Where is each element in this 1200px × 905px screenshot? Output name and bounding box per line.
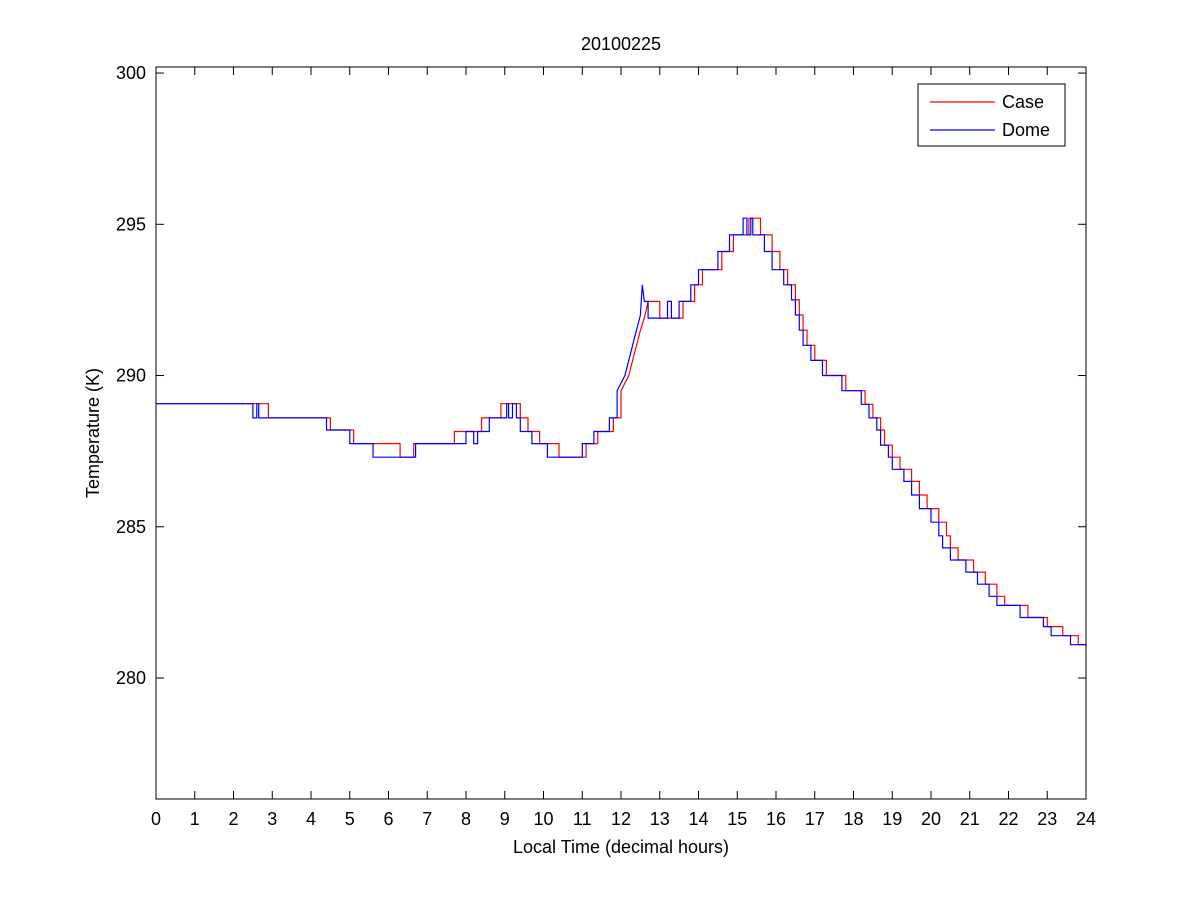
x-tick-label: 15 [727,809,747,829]
x-tick-label: 14 [688,809,708,829]
legend-box [917,83,1066,147]
legend-label-case: Case [1002,92,1044,112]
x-tick-label: 6 [383,809,393,829]
x-tick-label: 1 [190,809,200,829]
x-tick-label: 16 [766,809,786,829]
x-tick-label: 3 [267,809,277,829]
y-tick-label: 300 [116,63,146,83]
y-tick-label: 285 [116,517,146,537]
x-tick-label: 0 [151,809,161,829]
x-tick-label: 4 [306,809,316,829]
y-tick-label: 295 [116,214,146,234]
plot-area: 0 1 2 3 4 5 6 7 8 9 10 11 12 13 14 15 16 17 18 19 20 21 22 23 24… [116,63,1096,829]
x-axis-label: Local Time (decimal hours) [513,837,729,857]
legend-label-dome: Dome [1002,120,1050,140]
y-tick-label: 290 [116,366,146,386]
x-tick-label: 19 [882,809,902,829]
x-tick-label: 8 [461,809,471,829]
x-tick-label: 20 [921,809,941,829]
x-tick-label: 11 [573,809,592,829]
x-tick-label: 10 [533,809,553,829]
chart-title: 20100225 [581,34,661,54]
x-tick-label: 22 [998,809,1018,829]
legend: Case Dome [917,83,1066,147]
x-tick-label: 5 [345,809,355,829]
x-tick-label: 9 [500,809,510,829]
x-tick-label: 23 [1037,809,1057,829]
x-tick-label: 7 [422,809,432,829]
x-tick-label: 12 [611,809,631,829]
series-line-dome [156,217,1086,646]
x-tick-label: 18 [843,809,863,829]
x-tick-label: 24 [1076,809,1096,829]
x-tick-label: 2 [228,809,238,829]
y-tick-label: 280 [116,668,146,688]
y-axis-label: Temperature (K) [83,368,103,498]
x-tick-label: 21 [960,809,980,829]
x-tick-label: 17 [805,809,825,829]
x-tick-label: 13 [650,809,670,829]
